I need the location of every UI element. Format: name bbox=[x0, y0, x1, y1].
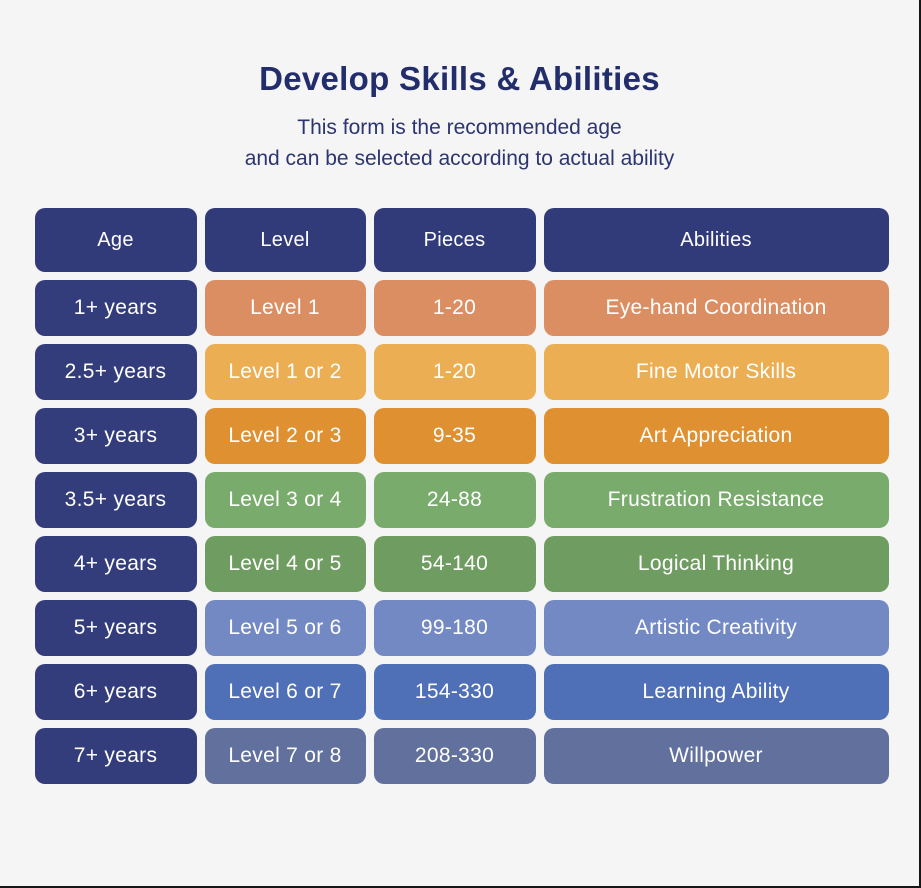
pieces-cell: 154-330 bbox=[373, 664, 536, 720]
pieces-cell: 9-35 bbox=[373, 408, 536, 464]
pieces-cell: 24-88 bbox=[373, 472, 536, 528]
table-row: 5+ years Level 5 or 6 99-180 Artistic Cr… bbox=[34, 600, 889, 656]
subtitle-line-2: and can be selected according to actual … bbox=[244, 147, 675, 170]
ability-cell: Artistic Creativity bbox=[543, 600, 889, 656]
table-row: 7+ years Level 7 or 8 208-330 Willpower bbox=[34, 728, 889, 784]
level-cell: Level 2 or 3 bbox=[204, 408, 366, 464]
level-cell: Level 3 or 4 bbox=[204, 472, 366, 528]
table-row: 3.5+ years Level 3 or 4 24-88 Frustratio… bbox=[34, 472, 889, 528]
table-row: 4+ years Level 4 or 5 54-140 Logical Thi… bbox=[34, 536, 889, 592]
level-cell: Level 1 bbox=[204, 280, 366, 336]
table-row: 3+ years Level 2 or 3 9-35 Art Appreciat… bbox=[34, 408, 889, 464]
page-title: Develop Skills & Abilities bbox=[259, 60, 660, 97]
level-cell: Level 6 or 7 bbox=[204, 664, 366, 720]
age-cell: 3+ years bbox=[34, 408, 197, 464]
column-header-level: Level bbox=[204, 208, 366, 272]
pieces-cell: 1-20 bbox=[373, 344, 536, 400]
pieces-cell: 54-140 bbox=[373, 536, 536, 592]
table-row: 1+ years Level 1 1-20 Eye-hand Coordinat… bbox=[34, 280, 889, 336]
level-cell: Level 4 or 5 bbox=[204, 536, 366, 592]
column-header-pieces: Pieces bbox=[373, 208, 536, 272]
table-header-row: Age Level Pieces Abilities bbox=[34, 208, 889, 272]
pieces-cell: 1-20 bbox=[373, 280, 536, 336]
title-block: Develop Skills & Abilities This form is … bbox=[0, 0, 919, 174]
age-level-table: Age Level Pieces Abilities 1+ years Leve… bbox=[34, 208, 889, 784]
age-cell: 7+ years bbox=[34, 728, 197, 784]
ability-cell: Eye-hand Coordination bbox=[543, 280, 889, 336]
infographic: Develop Skills & Abilities This form is … bbox=[0, 0, 919, 784]
level-cell: Level 5 or 6 bbox=[204, 600, 366, 656]
pieces-cell: 99-180 bbox=[373, 600, 536, 656]
age-cell: 1+ years bbox=[34, 280, 197, 336]
pieces-cell: 208-330 bbox=[373, 728, 536, 784]
ability-cell: Fine Motor Skills bbox=[543, 344, 889, 400]
ability-cell: Frustration Resistance bbox=[543, 472, 889, 528]
ability-cell: Art Appreciation bbox=[543, 408, 889, 464]
subtitle-line-1: This form is the recommended age bbox=[297, 116, 622, 139]
level-cell: Level 1 or 2 bbox=[204, 344, 366, 400]
age-cell: 5+ years bbox=[34, 600, 197, 656]
column-header-age: Age bbox=[34, 208, 197, 272]
age-cell: 3.5+ years bbox=[34, 472, 197, 528]
ability-cell: Learning Ability bbox=[543, 664, 889, 720]
level-cell: Level 7 or 8 bbox=[204, 728, 366, 784]
age-cell: 2.5+ years bbox=[34, 344, 197, 400]
ability-cell: Willpower bbox=[543, 728, 889, 784]
ability-cell: Logical Thinking bbox=[543, 536, 889, 592]
age-cell: 6+ years bbox=[34, 664, 197, 720]
column-header-abilities: Abilities bbox=[543, 208, 889, 272]
table-row: 6+ years Level 6 or 7 154-330 Learning A… bbox=[34, 664, 889, 720]
table-rows: 1+ years Level 1 1-20 Eye-hand Coordinat… bbox=[34, 280, 889, 784]
table-row: 2.5+ years Level 1 or 2 1-20 Fine Motor … bbox=[34, 344, 889, 400]
age-cell: 4+ years bbox=[34, 536, 197, 592]
